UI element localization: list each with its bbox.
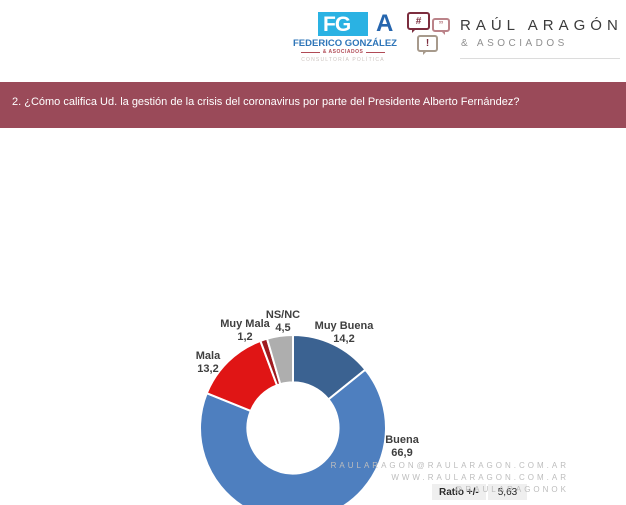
- right-rule: [366, 51, 386, 53]
- ratio-label: Ratio +/-: [432, 484, 486, 500]
- slice-category: Muy Buena: [314, 320, 374, 332]
- fga-company-name: FEDERICO GONZÁLEZ: [293, 38, 397, 49]
- footer-social-handle: @RAULARAGONOK: [454, 485, 569, 494]
- donut-segment-buena: [199, 368, 388, 505]
- exclamation-glyph: !: [425, 38, 430, 49]
- footer-email: RAULARAGON@RAULARAGON.COM.AR: [330, 461, 569, 470]
- donut-chart-area: Muy Buena 14,2 Buena 66,9 Mala 13,2 Muy …: [0, 140, 626, 505]
- ra-sub-text: & ASOCIADOS: [461, 38, 568, 49]
- fga-sub-text: & ASOCIADOS: [322, 49, 364, 55]
- donut-chart: [199, 334, 388, 505]
- exclamation-bubble-icon: !: [417, 35, 438, 55]
- footer-website: WWW.RAULARAGON.COM.AR: [391, 473, 569, 482]
- slice-category: Muy Mala: [220, 318, 270, 330]
- fga-tagline: CONSULTORÍA POLÍTICA: [301, 57, 385, 63]
- speech-bubbles-icon: # ” !: [405, 10, 457, 60]
- donut-segment-ns-nc: [266, 334, 294, 386]
- ra-company-name: RAÚL ARAGÓN: [460, 17, 623, 34]
- fga-sub-line: & ASOCIADOS: [301, 49, 386, 55]
- ra-underline: [460, 58, 620, 59]
- slice-label-ns-nc: NS/NC 4,5: [238, 309, 328, 334]
- ratio-value: 5,63: [487, 484, 528, 500]
- hash-glyph: #: [415, 15, 422, 27]
- fga-logo-a-text: A: [376, 10, 394, 37]
- footer-contact: RAULARAGON@RAULARAGON.COM.AR WWW.RAULARA…: [331, 460, 569, 496]
- fga-logo: FG A FEDERICO GONZÁLEZ & ASOCIADOS CONSU…: [293, 10, 397, 68]
- ratio-box: Ratio +/- 5,63: [432, 484, 528, 500]
- raul-aragon-logo: # ” ! RAÚL ARAGÓN & ASOCIADOS: [405, 10, 620, 68]
- left-rule: [301, 51, 320, 53]
- question-banner: 2. ¿Cómo califica Ud. la gestión de la c…: [0, 82, 626, 128]
- hash-bubble-icon: #: [407, 12, 430, 33]
- fga-logo-fg-text: FG: [323, 12, 351, 36]
- slice-category: NS/NC: [265, 309, 301, 321]
- fga-logo-box: FG A: [318, 12, 393, 36]
- quote-glyph: ”: [438, 19, 444, 31]
- question-text: 2. ¿Cómo califica Ud. la gestión de la c…: [12, 96, 520, 108]
- quote-bubble-icon: ”: [432, 18, 450, 35]
